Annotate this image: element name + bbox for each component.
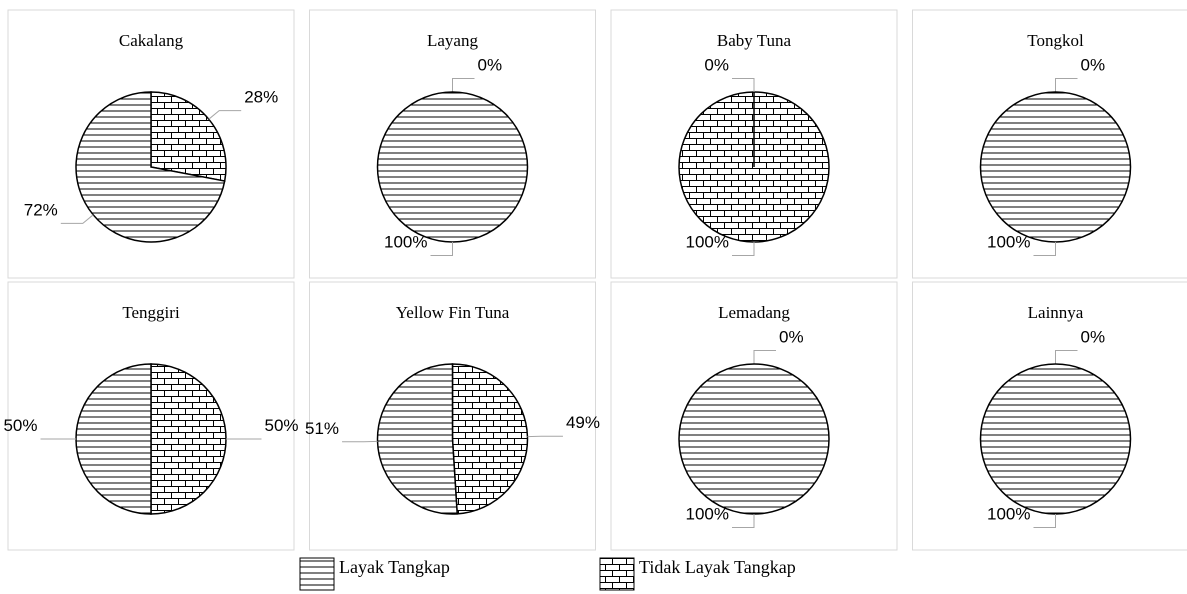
leader-line (732, 78, 755, 92)
chart-title: Lemadang (718, 303, 790, 322)
data-label: 28% (244, 88, 278, 107)
data-label: 100% (987, 505, 1030, 524)
leader-line (1055, 78, 1078, 92)
legend-label: Tidak Layak Tangkap (639, 557, 796, 577)
legend-swatch (299, 557, 335, 591)
legend-swatch (599, 557, 635, 591)
chart-title: Tenggiri (122, 303, 180, 322)
leader-line (60, 214, 94, 224)
slice (75, 91, 226, 243)
data-label: 0% (478, 56, 503, 75)
chart-title: Lainnya (1028, 303, 1084, 322)
leader-line (732, 242, 755, 256)
leader-line (732, 514, 755, 528)
data-label: 100% (686, 505, 729, 524)
leader-line (208, 110, 242, 120)
slice (979, 91, 1132, 243)
leader-line (1055, 350, 1078, 364)
data-label: 100% (987, 233, 1030, 252)
data-label: 0% (1081, 328, 1106, 347)
slice (451, 363, 529, 515)
leader-line (1033, 242, 1056, 256)
chart-title: Tongkol (1027, 31, 1084, 50)
data-label: 51% (305, 419, 339, 438)
slice (150, 91, 227, 182)
data-label: 72% (24, 200, 58, 219)
slice (979, 363, 1132, 515)
slice (678, 363, 830, 515)
chart-title: Cakalang (119, 31, 184, 50)
legend-label: Layak Tangkap (339, 557, 450, 577)
data-label: 49% (566, 413, 600, 432)
leader-line (430, 242, 453, 256)
slice (75, 363, 152, 515)
chart-title: Layang (427, 31, 478, 50)
leader-line (452, 78, 475, 92)
data-label: 100% (686, 233, 729, 252)
data-label: 0% (779, 328, 804, 347)
slice (150, 363, 227, 515)
data-label: 100% (384, 233, 427, 252)
leader-line (1033, 514, 1056, 528)
data-label: 50% (265, 416, 299, 435)
chart-title: Yellow Fin Tuna (396, 303, 510, 322)
slice (376, 91, 529, 243)
chart-title: Baby Tuna (717, 31, 792, 50)
data-label: 0% (1081, 56, 1106, 75)
data-label: 50% (3, 416, 37, 435)
leader-line (753, 350, 776, 364)
data-label: 0% (704, 56, 729, 75)
